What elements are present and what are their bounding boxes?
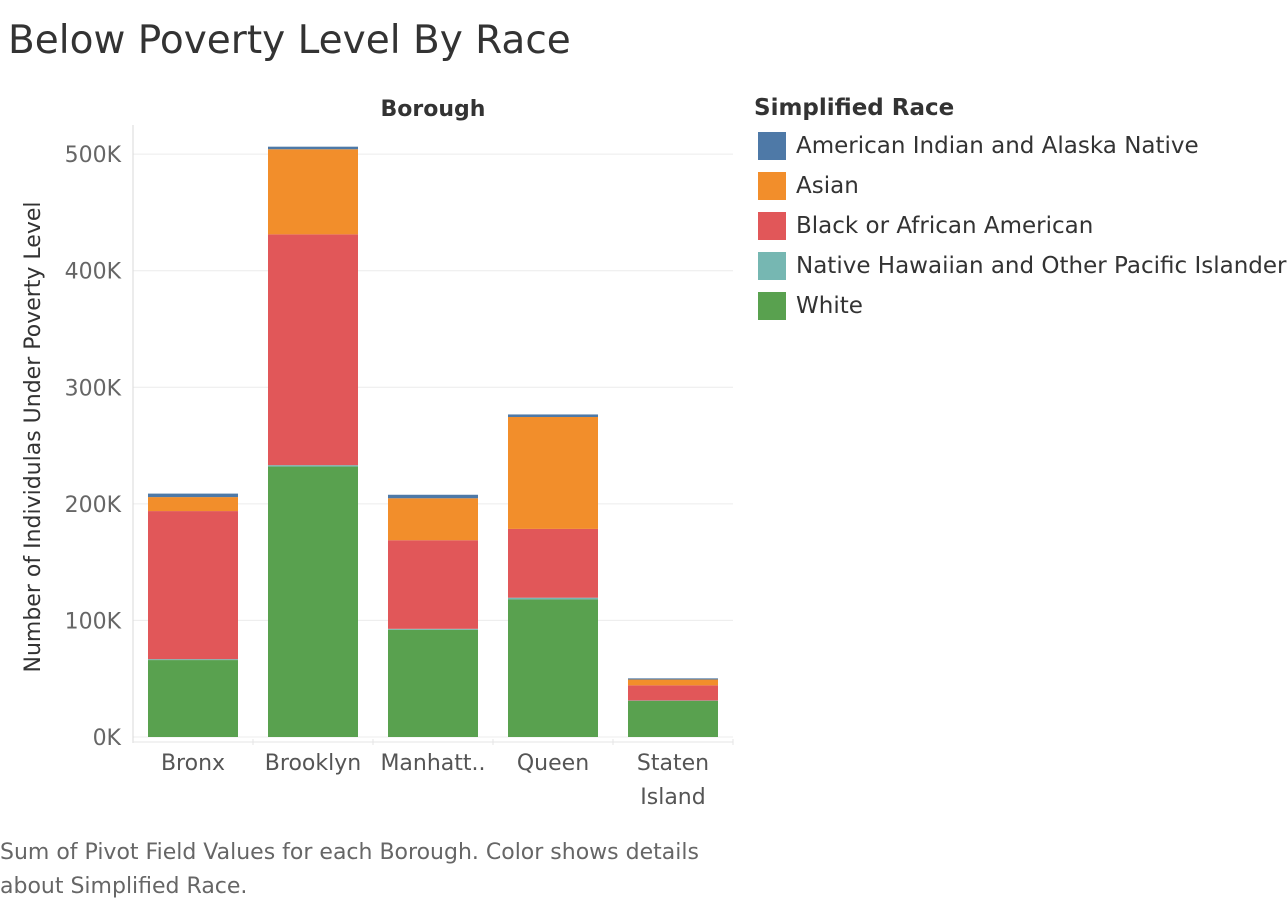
y-tick-label: 500K bbox=[65, 143, 122, 168]
bar-segment-bronx-3 bbox=[148, 497, 238, 512]
bar-segment-bronx-2 bbox=[148, 511, 238, 660]
legend-label: Black or African American bbox=[796, 213, 1094, 239]
legend-swatch bbox=[758, 172, 786, 200]
bar-segment-manhatt--1 bbox=[388, 628, 478, 630]
legend-label: White bbox=[796, 293, 863, 319]
x-tick-label: Bronx bbox=[161, 751, 225, 776]
y-tick-label: 0K bbox=[93, 726, 122, 751]
bar-segment-staten-island-4 bbox=[628, 678, 718, 680]
x-tick-label: Brooklyn bbox=[265, 751, 361, 776]
x-tick-label: Manhatt.. bbox=[380, 751, 485, 776]
legend-item-american-indian[interactable]: American Indian and Alaska Native bbox=[754, 126, 1288, 166]
bar-segment-queen-0 bbox=[508, 599, 598, 737]
x-tick-label: Island bbox=[640, 785, 705, 810]
legend-label: American Indian and Alaska Native bbox=[796, 133, 1199, 159]
bar-segment-brooklyn-1 bbox=[268, 465, 358, 467]
bar-segment-staten-island-0 bbox=[628, 700, 718, 737]
legend-title: Simplified Race bbox=[754, 95, 955, 121]
bar-segment-manhatt--2 bbox=[388, 540, 478, 629]
legend-swatch bbox=[758, 212, 786, 240]
bar-segment-bronx-1 bbox=[148, 659, 238, 661]
chart-caption: Sum of Pivot Field Values for each Borou… bbox=[0, 840, 699, 899]
bar-segment-manhatt--3 bbox=[388, 498, 478, 541]
bar-segment-staten-island-2 bbox=[628, 685, 718, 701]
y-tick-label: 200K bbox=[65, 493, 122, 518]
legend-label: Native Hawaiian and Other Pacific Island… bbox=[796, 253, 1287, 279]
bar-segment-brooklyn-0 bbox=[268, 466, 358, 737]
bar-segment-queen-4 bbox=[508, 414, 598, 418]
legend-swatch bbox=[758, 132, 786, 160]
bar-segment-brooklyn-4 bbox=[268, 146, 358, 150]
bar-segment-bronx-0 bbox=[148, 660, 238, 737]
legend-swatch bbox=[758, 252, 786, 280]
bar-segment-queen-3 bbox=[508, 417, 598, 529]
y-tick-label: 100K bbox=[65, 609, 122, 634]
bar-segment-queen-2 bbox=[508, 528, 598, 598]
legend-label: Asian bbox=[796, 173, 859, 199]
y-axis-label: Number of Individulas Under Poverty Leve… bbox=[21, 201, 46, 672]
bar-segment-brooklyn-2 bbox=[268, 234, 358, 466]
legend-swatch bbox=[758, 292, 786, 320]
bar-segment-manhatt--0 bbox=[388, 629, 478, 737]
y-tick-label: 300K bbox=[65, 376, 122, 401]
bar-segment-bronx-4 bbox=[148, 493, 238, 498]
legend-item-asian[interactable]: Asian bbox=[754, 166, 1288, 206]
legend: Simplified Race American Indian and Alas… bbox=[754, 90, 1288, 326]
x-tick-label: Staten bbox=[637, 751, 709, 776]
bar-segment-staten-island-3 bbox=[628, 679, 718, 686]
chart-title: Below Poverty Level By Race bbox=[8, 18, 571, 63]
legend-item-white[interactable]: White bbox=[754, 286, 1288, 326]
y-tick-label: 400K bbox=[65, 260, 122, 285]
column-header: Borough bbox=[381, 97, 486, 122]
legend-item-native-hawaiian[interactable]: Native Hawaiian and Other Pacific Island… bbox=[754, 246, 1288, 286]
bar-segment-queen-1 bbox=[508, 597, 598, 600]
legend-item-black[interactable]: Black or African American bbox=[754, 206, 1288, 246]
x-tick-label: Queen bbox=[517, 751, 589, 776]
bar-segment-manhatt--4 bbox=[388, 494, 478, 499]
bar-segment-brooklyn-3 bbox=[268, 149, 358, 235]
